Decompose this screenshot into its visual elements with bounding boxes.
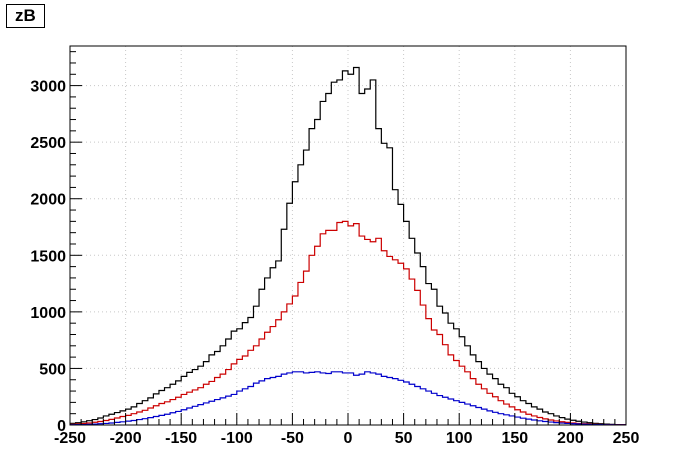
tick-labels: -250 -200 -150 -100 -50 0 50 100 150 200 250050010… bbox=[30, 79, 639, 447]
x-tick-label: 0 bbox=[344, 430, 353, 447]
y-tick-label: 2000 bbox=[30, 192, 66, 209]
y-tick-label: 1000 bbox=[30, 305, 66, 322]
y-tick-label: 0 bbox=[57, 418, 66, 435]
y-tick-label: 1500 bbox=[30, 248, 66, 265]
histogram-series bbox=[70, 66, 626, 426]
histogram-series-3 bbox=[70, 371, 626, 426]
x-tick-label: 50 bbox=[395, 430, 413, 447]
x-tick-label: -200 bbox=[110, 430, 142, 447]
x-tick-label: -150 bbox=[165, 430, 197, 447]
y-tick-label: 500 bbox=[39, 361, 66, 378]
y-tick-label: 3000 bbox=[30, 79, 66, 96]
axis-ticks bbox=[69, 51, 627, 426]
histogram-series-2 bbox=[70, 220, 626, 426]
x-tick-label: -50 bbox=[281, 430, 304, 447]
histogram-series-1 bbox=[70, 66, 626, 426]
x-tick-label: 200 bbox=[557, 430, 584, 447]
x-tick-label: 250 bbox=[613, 430, 640, 447]
x-tick-label: -100 bbox=[221, 430, 253, 447]
x-tick-label: 100 bbox=[446, 430, 473, 447]
x-tick-label: 150 bbox=[501, 430, 528, 447]
x-tick-label: -250 bbox=[54, 430, 86, 447]
grid-lines bbox=[69, 46, 627, 426]
y-tick-label: 2500 bbox=[30, 135, 66, 152]
histogram-title: zB bbox=[6, 4, 45, 28]
